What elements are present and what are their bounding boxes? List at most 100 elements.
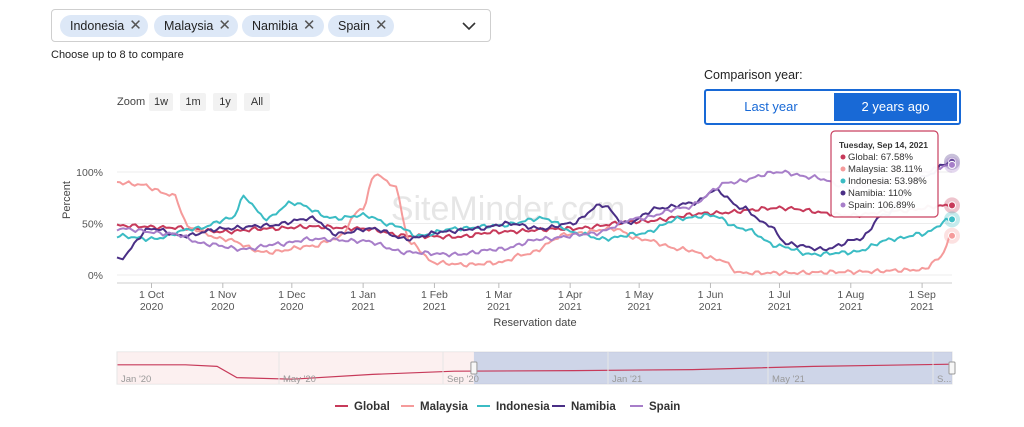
tooltip-row: Spain: 106.89%: [848, 200, 916, 211]
watermark: SiteMinder.com: [391, 190, 625, 228]
marker-global: [948, 201, 956, 210]
zoom-1y-button[interactable]: 1y: [213, 93, 237, 111]
tooltip-dot: [840, 178, 846, 184]
comparison-year-toggle[interactable]: Last year 2 years ago: [704, 89, 961, 125]
chevron-down-icon[interactable]: [462, 19, 476, 33]
chip-label: Namibia: [252, 19, 298, 33]
x-tick-label: 1 Sep: [908, 289, 936, 301]
navigator-selection: [473, 352, 952, 384]
zoom-label: Zoom: [117, 96, 146, 108]
y-tick-label: 0%: [88, 270, 103, 282]
navigator-handle: [470, 361, 478, 375]
navigator-label: Jan '21: [612, 374, 642, 385]
x-tick-year: 2020: [211, 301, 235, 313]
selector-hint: Choose up to 8 to compare: [51, 49, 184, 61]
zoom-1w-button[interactable]: 1w: [149, 93, 173, 111]
navigator-label: May '20: [283, 374, 316, 385]
navigator-label: S...: [937, 374, 951, 385]
navigator-frame: [116, 351, 953, 385]
two-years-ago-button[interactable]: 2 years ago: [834, 93, 957, 121]
marker-halo-indonesia: [944, 211, 960, 228]
marker-spain: [948, 160, 956, 169]
y-tick-label: 100%: [76, 167, 103, 179]
remove-icon[interactable]: ✕: [302, 17, 316, 34]
tooltip-box: [830, 130, 939, 218]
zoom-all-button[interactable]: All: [244, 93, 270, 111]
navigator-line: [117, 363, 953, 380]
navigator-label: Sep '20: [447, 374, 479, 385]
x-tick-year: 2021: [351, 301, 375, 313]
y-axis-title: Percent: [61, 181, 73, 219]
marker-halo-namibia: [944, 153, 960, 170]
comparison-year-label: Comparison year:: [704, 68, 803, 82]
marker-halo-global: [944, 197, 960, 214]
zoom-1m-button[interactable]: 1m: [180, 93, 206, 111]
chip-namibia[interactable]: Namibia ✕: [242, 15, 324, 37]
x-tick-year: 2020: [140, 301, 164, 313]
tooltip-dot: [840, 202, 846, 208]
marker-halo-malaysia: [944, 227, 960, 244]
x-tick-year: 2021: [699, 301, 723, 313]
navigator-handle: [948, 361, 956, 375]
x-tick-year: 2021: [487, 301, 511, 313]
chip-label: Indonesia: [70, 19, 125, 33]
x-tick-year: 2021: [768, 301, 792, 313]
chip-indonesia[interactable]: Indonesia ✕: [60, 15, 148, 37]
tooltip-dot: [840, 166, 846, 172]
tooltip-row: Indonesia: 53.98%: [848, 176, 927, 187]
legend-item-indonesia: Indonesia: [496, 401, 550, 413]
navigator-label: May '21: [772, 374, 805, 385]
x-tick-year: 2021: [558, 301, 582, 313]
x-tick-year: 2020: [280, 301, 304, 313]
remove-icon[interactable]: ✕: [218, 17, 231, 34]
chip-label: Spain: [338, 19, 370, 33]
x-tick-label: 1 Oct: [139, 289, 164, 301]
remove-icon[interactable]: ✕: [129, 17, 142, 34]
x-tick-label: 1 Jul: [768, 289, 790, 301]
marker-malaysia: [948, 231, 956, 240]
series-line-indonesia: [116, 194, 953, 258]
tooltip-row: Global: 67.58%: [848, 152, 914, 163]
series-line-namibia: [116, 160, 953, 261]
x-tick-year: 2021: [423, 301, 447, 313]
tooltip-row: Malaysia: 38.11%: [848, 164, 923, 175]
x-tick-year: 2021: [910, 301, 934, 313]
legend[interactable]: Global Malaysia Indonesia Namibia Spain: [335, 401, 680, 413]
x-tick-label: 1 Jun: [698, 289, 724, 301]
x-tick-label: 1 Mar: [485, 289, 512, 301]
x-tick-label: 1 May: [625, 289, 654, 301]
x-tick-label: 1 Nov: [209, 289, 237, 301]
series-line-malaysia: [116, 173, 953, 277]
chip-malaysia[interactable]: Malaysia ✕: [154, 15, 238, 37]
x-tick-year: 2021: [839, 301, 863, 313]
navigator-unselected: [117, 352, 474, 384]
x-tick-label: 1 Apr: [558, 289, 583, 301]
chip-spain[interactable]: Spain ✕: [328, 15, 394, 37]
legend-item-malaysia: Malaysia: [420, 401, 469, 413]
navigator[interactable]: Jan '20 May '20 Sep '20 Jan '21 May '21 S...: [116, 351, 956, 385]
x-tick-year: 2021: [627, 301, 651, 313]
legend-item-global: Global: [354, 401, 390, 413]
tooltip: Tuesday, Sep 14, 2021 Global: 67.58%Malay…: [830, 130, 939, 218]
marker-indonesia: [948, 215, 956, 224]
remove-icon[interactable]: ✕: [374, 17, 388, 34]
marker-namibia: [948, 157, 956, 166]
tooltip-title: Tuesday, Sep 14, 2021: [839, 140, 928, 150]
last-year-button[interactable]: Last year: [708, 93, 834, 121]
series-line-global: [116, 203, 953, 240]
navigator-label: Jan '20: [121, 374, 151, 385]
tooltip-row: Namibia: 110%: [848, 188, 912, 199]
y-tick-label: 50%: [82, 219, 103, 231]
series-line-spain: [116, 163, 953, 258]
x-axis-title: Reservation date: [493, 317, 576, 329]
tooltip-dot: [840, 154, 846, 160]
x-tick-label: 1 Aug: [837, 289, 864, 301]
country-selector[interactable]: Indonesia ✕ Malaysia ✕ Namibia ✕ Spain ✕: [51, 9, 491, 42]
tooltip-dot: [840, 190, 846, 196]
chip-label: Malaysia: [164, 19, 214, 33]
x-tick-label: 1 Feb: [421, 289, 448, 301]
x-tick-label: 1 Jan: [350, 289, 376, 301]
legend-item-namibia: Namibia: [571, 401, 616, 413]
legend-item-spain: Spain: [649, 401, 680, 413]
